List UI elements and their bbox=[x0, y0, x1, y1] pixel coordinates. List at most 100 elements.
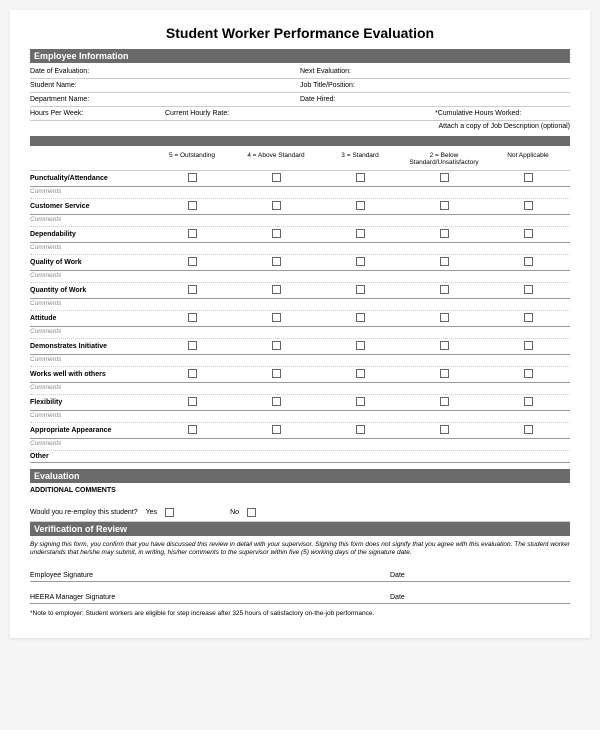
rating-checkbox[interactable] bbox=[440, 201, 449, 210]
rating-checkbox[interactable] bbox=[440, 173, 449, 182]
checkbox-cell bbox=[150, 257, 234, 268]
rating-checkbox[interactable] bbox=[524, 369, 533, 378]
section-employee-info: Employee Information bbox=[30, 49, 570, 63]
rating-checkbox[interactable] bbox=[188, 341, 197, 350]
rating-checkbox[interactable] bbox=[188, 201, 197, 210]
rating-checkbox[interactable] bbox=[440, 369, 449, 378]
label-hourly-rate: Current Hourly Rate: bbox=[165, 110, 300, 117]
rating-checkbox[interactable] bbox=[188, 229, 197, 238]
rating-checkbox[interactable] bbox=[356, 313, 365, 322]
rating-2: 2 = Below Standard/Unsatisfactory bbox=[402, 152, 486, 166]
rating-checkbox[interactable] bbox=[272, 397, 281, 406]
rating-checkbox[interactable] bbox=[272, 425, 281, 434]
reemploy-row: Would you re-employ this student? Yes No bbox=[30, 502, 570, 522]
criteria-row: Punctuality/Attendance bbox=[30, 171, 570, 187]
rating-checkbox[interactable] bbox=[440, 425, 449, 434]
rating-checkbox[interactable] bbox=[272, 341, 281, 350]
rating-checkbox[interactable] bbox=[188, 285, 197, 294]
rating-checkbox[interactable] bbox=[272, 173, 281, 182]
rating-checkbox[interactable] bbox=[440, 229, 449, 238]
label-hours-week: Hours Per Week: bbox=[30, 110, 165, 117]
rating-checkbox[interactable] bbox=[440, 257, 449, 266]
criteria-container: Punctuality/AttendanceCommentsCustomer S… bbox=[30, 171, 570, 451]
rating-checkbox[interactable] bbox=[440, 341, 449, 350]
reemploy-yes: Yes bbox=[146, 509, 157, 516]
comments-row: Comments bbox=[30, 215, 570, 227]
rating-checkbox[interactable] bbox=[356, 285, 365, 294]
rating-checkbox[interactable] bbox=[356, 229, 365, 238]
rating-checkbox[interactable] bbox=[356, 173, 365, 182]
rating-checkbox[interactable] bbox=[524, 201, 533, 210]
checkbox-cell bbox=[318, 425, 402, 436]
rating-checkbox[interactable] bbox=[188, 257, 197, 266]
rating-checkbox[interactable] bbox=[188, 425, 197, 434]
checkbox-cell bbox=[402, 173, 486, 184]
rating-checkbox[interactable] bbox=[272, 285, 281, 294]
rating-checkbox[interactable] bbox=[272, 257, 281, 266]
checkbox-cell bbox=[234, 285, 318, 296]
rating-checkbox[interactable] bbox=[524, 313, 533, 322]
checkbox-cell bbox=[486, 369, 570, 380]
checkbox-cell bbox=[150, 397, 234, 408]
footnote: *Note to employer: Student workers are e… bbox=[30, 604, 570, 623]
checkbox-cell bbox=[150, 285, 234, 296]
sig-row-employee: Employee Signature Date bbox=[30, 566, 570, 582]
checkbox-cell bbox=[402, 425, 486, 436]
section-evaluation: Evaluation bbox=[30, 469, 570, 483]
label-date-hired: Date Hired: bbox=[300, 96, 335, 103]
rating-checkbox[interactable] bbox=[272, 369, 281, 378]
checkbox-cell bbox=[486, 257, 570, 268]
rating-checkbox[interactable] bbox=[272, 313, 281, 322]
criteria-label: Dependability bbox=[30, 231, 150, 238]
checkbox-no[interactable] bbox=[247, 508, 256, 517]
rating-header: 5 = Outstanding 4 = Above Standard 3 = S… bbox=[30, 148, 570, 171]
rating-checkbox[interactable] bbox=[356, 397, 365, 406]
criteria-label: Quantity of Work bbox=[30, 287, 150, 294]
checkbox-cell bbox=[486, 229, 570, 240]
rating-checkbox[interactable] bbox=[440, 285, 449, 294]
verify-text: By signing this form, you confirm that y… bbox=[30, 538, 570, 566]
rating-checkbox[interactable] bbox=[188, 313, 197, 322]
rating-checkbox[interactable] bbox=[272, 229, 281, 238]
other-row: Other bbox=[30, 451, 570, 463]
rating-checkbox[interactable] bbox=[356, 201, 365, 210]
rating-checkbox[interactable] bbox=[188, 173, 197, 182]
rating-checkbox[interactable] bbox=[524, 173, 533, 182]
rating-checkbox[interactable] bbox=[188, 397, 197, 406]
rating-checkbox[interactable] bbox=[524, 257, 533, 266]
checkbox-cell bbox=[318, 397, 402, 408]
label-student-name: Student Name: bbox=[30, 82, 77, 89]
checkbox-cell bbox=[402, 341, 486, 352]
checkbox-cell bbox=[318, 201, 402, 212]
checkbox-cell bbox=[486, 313, 570, 324]
rating-checkbox[interactable] bbox=[188, 369, 197, 378]
criteria-row: Customer Service bbox=[30, 199, 570, 215]
rating-checkbox[interactable] bbox=[356, 257, 365, 266]
checkbox-cell bbox=[234, 201, 318, 212]
checkbox-cell bbox=[150, 313, 234, 324]
rating-checkbox[interactable] bbox=[440, 313, 449, 322]
sig-manager: HEERA Manager Signature bbox=[30, 594, 390, 601]
rating-checkbox[interactable] bbox=[524, 285, 533, 294]
rating-3: 3 = Standard bbox=[318, 152, 402, 166]
checkbox-yes[interactable] bbox=[165, 508, 174, 517]
rating-checkbox[interactable] bbox=[356, 341, 365, 350]
criteria-label: Works well with others bbox=[30, 371, 150, 378]
rating-checkbox[interactable] bbox=[524, 341, 533, 350]
rating-checkbox[interactable] bbox=[356, 425, 365, 434]
checkbox-cell bbox=[486, 173, 570, 184]
rating-checkbox[interactable] bbox=[524, 397, 533, 406]
criteria-label: Flexibility bbox=[30, 399, 150, 406]
comments-row: Comments bbox=[30, 243, 570, 255]
checkbox-cell bbox=[402, 229, 486, 240]
rating-checkbox[interactable] bbox=[524, 425, 533, 434]
rating-checkbox[interactable] bbox=[356, 369, 365, 378]
checkbox-cell bbox=[234, 425, 318, 436]
rating-5: 5 = Outstanding bbox=[150, 152, 234, 166]
checkbox-cell bbox=[234, 369, 318, 380]
rating-checkbox[interactable] bbox=[440, 397, 449, 406]
checkbox-cell bbox=[318, 285, 402, 296]
rating-checkbox[interactable] bbox=[524, 229, 533, 238]
checkbox-cell bbox=[234, 257, 318, 268]
rating-checkbox[interactable] bbox=[272, 201, 281, 210]
